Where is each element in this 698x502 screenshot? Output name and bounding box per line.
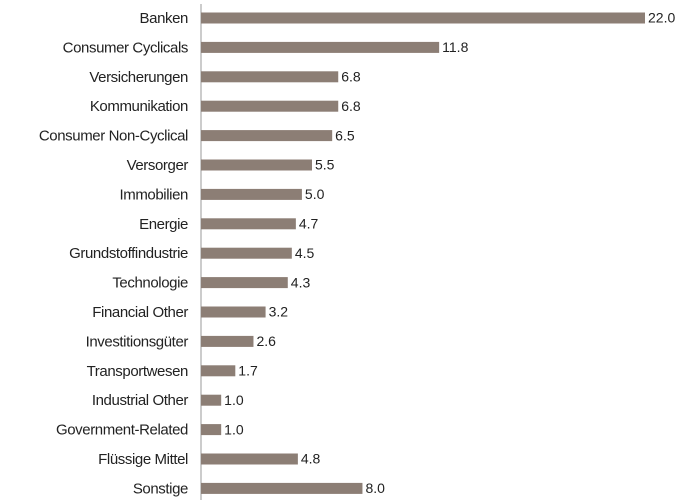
value-label: 4.3	[291, 274, 311, 290]
value-label: 1.7	[238, 363, 258, 379]
category-label: Industrial Other	[92, 392, 189, 409]
value-label: 3.2	[269, 304, 289, 320]
bar	[201, 71, 339, 83]
bar	[201, 130, 333, 142]
bar	[201, 12, 645, 24]
bar	[201, 188, 302, 200]
value-label: 4.8	[301, 451, 321, 467]
bar	[201, 100, 339, 112]
bar	[201, 218, 296, 230]
category-label: Government-Related	[56, 422, 188, 439]
bar	[201, 41, 440, 53]
value-label: 5.5	[315, 157, 335, 173]
category-label: Financial Other	[92, 304, 188, 321]
value-label: 22.0	[648, 10, 675, 26]
category-label: Technologie	[112, 275, 188, 292]
value-label: 5.0	[305, 186, 325, 202]
category-label: Versicherungen	[89, 69, 188, 86]
value-label: 6.8	[341, 69, 361, 85]
bar	[201, 365, 236, 377]
value-label: 4.7	[299, 216, 319, 232]
value-label: 4.5	[295, 245, 315, 261]
category-label: Flüssige Mittel	[98, 451, 188, 468]
bar	[201, 453, 298, 465]
category-label: Banken	[140, 10, 189, 27]
value-label: 1.0	[224, 421, 244, 437]
value-label: 6.5	[335, 127, 355, 143]
bar	[201, 159, 312, 171]
category-label: Consumer Cyclicals	[63, 39, 188, 56]
bar	[201, 394, 222, 406]
value-label: 1.0	[224, 392, 244, 408]
value-label: 2.6	[256, 333, 276, 349]
category-label: Versorger	[127, 157, 189, 174]
bar	[201, 247, 292, 259]
category-label: Transportwesen	[87, 363, 188, 380]
category-label: Sonstige	[133, 480, 188, 497]
category-label: Energie	[139, 216, 188, 233]
value-label: 11.8	[442, 39, 468, 55]
value-label: 8.0	[365, 480, 385, 496]
bar	[201, 335, 254, 347]
bar	[201, 424, 222, 436]
category-label: Consumer Non-Cyclical	[39, 128, 188, 145]
bar	[201, 482, 363, 494]
category-label: Grundstoffindustrie	[69, 245, 188, 262]
category-label: Investitionsgüter	[86, 333, 189, 350]
value-label: 6.8	[341, 98, 361, 114]
category-label: Kommunikation	[90, 98, 188, 115]
bar	[201, 306, 266, 318]
bar	[201, 277, 288, 289]
category-label: Immobilien	[119, 186, 188, 203]
